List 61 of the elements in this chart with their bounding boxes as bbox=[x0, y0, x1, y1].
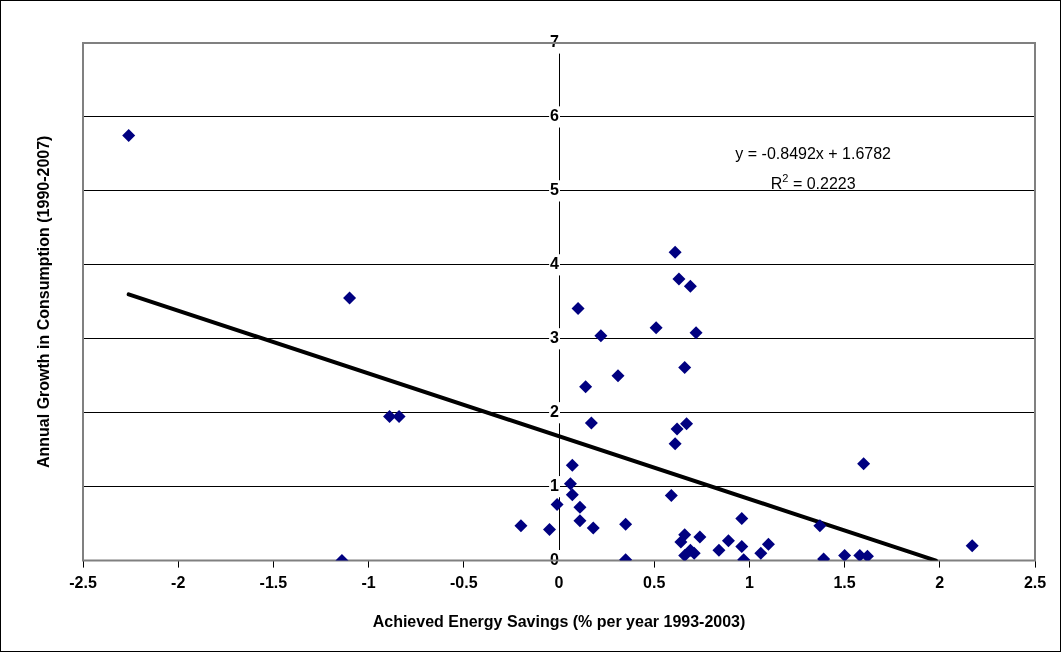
x-tick-label: -0.5 bbox=[450, 573, 478, 591]
x-tick-label: 1 bbox=[744, 573, 754, 591]
x-tick-label: -2.5 bbox=[69, 573, 97, 591]
point bbox=[813, 519, 827, 533]
point bbox=[594, 329, 608, 343]
point bbox=[563, 477, 577, 491]
point bbox=[584, 416, 598, 430]
point bbox=[668, 437, 682, 451]
point bbox=[678, 361, 692, 375]
point bbox=[678, 548, 692, 561]
y-tick-label: 6 bbox=[550, 107, 560, 125]
point bbox=[122, 128, 136, 142]
x-tick-label: -1 bbox=[361, 573, 376, 591]
point bbox=[571, 301, 585, 315]
point bbox=[668, 245, 682, 259]
point bbox=[343, 291, 357, 305]
point bbox=[670, 422, 684, 436]
point bbox=[674, 535, 688, 549]
point bbox=[514, 519, 528, 533]
y-axis-title: Annual Growth in Consumption (1990-2007) bbox=[35, 135, 53, 469]
y-tick-label: 1 bbox=[550, 477, 560, 495]
point bbox=[761, 537, 775, 551]
y-tick-label: 4 bbox=[550, 255, 560, 273]
point bbox=[579, 380, 593, 394]
x-tick-label: 2 bbox=[935, 573, 945, 591]
y-tick-label: 3 bbox=[550, 329, 560, 347]
point bbox=[721, 534, 735, 548]
point bbox=[683, 279, 697, 293]
point bbox=[680, 417, 694, 431]
point bbox=[712, 543, 726, 557]
point bbox=[573, 514, 587, 528]
point bbox=[735, 540, 749, 554]
point bbox=[392, 409, 406, 423]
point bbox=[550, 497, 564, 511]
x-tick-label: 2.5 bbox=[1023, 573, 1047, 591]
point bbox=[565, 458, 579, 472]
x-tick-label: 0.5 bbox=[643, 573, 666, 591]
point bbox=[965, 539, 979, 553]
y-tick-label: 2 bbox=[550, 403, 560, 421]
point bbox=[542, 523, 556, 537]
point bbox=[693, 530, 707, 544]
x-axis-title: Achieved Energy Savings (% per year 1993-2003) bbox=[372, 612, 746, 630]
point bbox=[611, 369, 625, 383]
point bbox=[619, 517, 633, 531]
point bbox=[573, 500, 587, 514]
x-tick-label: 1.5 bbox=[833, 573, 856, 591]
point bbox=[565, 488, 579, 502]
point bbox=[672, 272, 686, 286]
point bbox=[689, 326, 703, 340]
point bbox=[838, 548, 852, 561]
point bbox=[857, 457, 871, 471]
point bbox=[664, 489, 678, 503]
y-tick-label: 5 bbox=[550, 181, 560, 199]
point bbox=[649, 321, 663, 335]
x-tick-label: -1.5 bbox=[259, 573, 288, 591]
point bbox=[754, 546, 768, 560]
x-tick-label: -2 bbox=[171, 573, 186, 591]
point bbox=[383, 409, 397, 423]
point bbox=[586, 521, 600, 535]
point bbox=[735, 511, 749, 525]
annotation: y = -0.8492x + 1.6782 bbox=[735, 145, 892, 162]
